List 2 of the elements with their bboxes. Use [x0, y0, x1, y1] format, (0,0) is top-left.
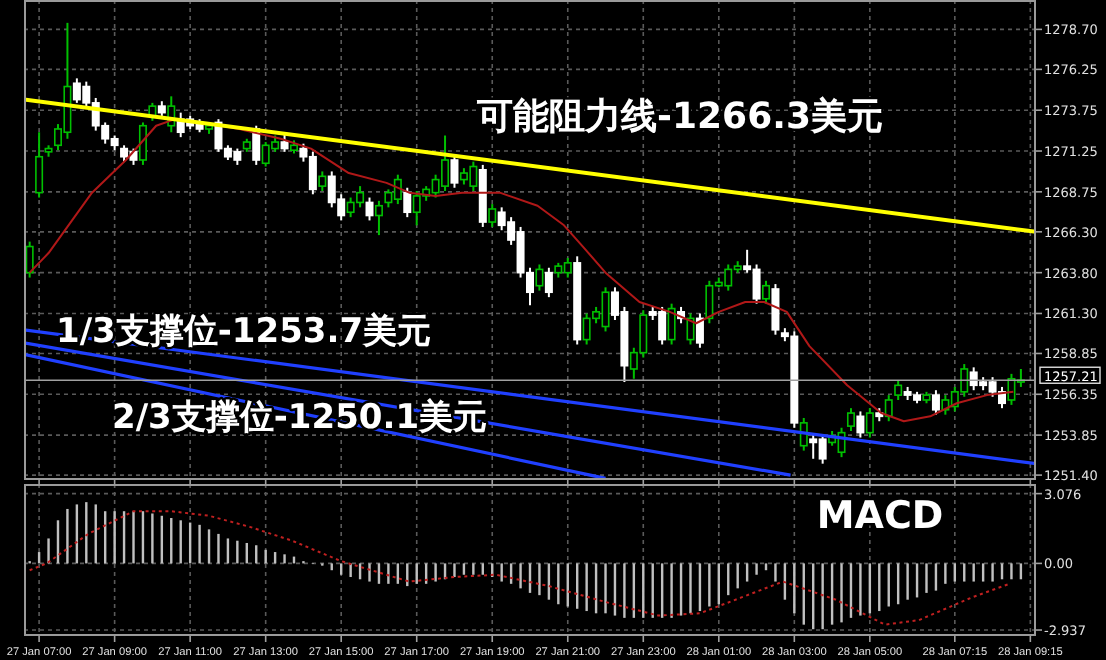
annotation: 可能阻力线-1266.3美元: [475, 96, 883, 138]
annotation: MACD: [816, 494, 944, 538]
